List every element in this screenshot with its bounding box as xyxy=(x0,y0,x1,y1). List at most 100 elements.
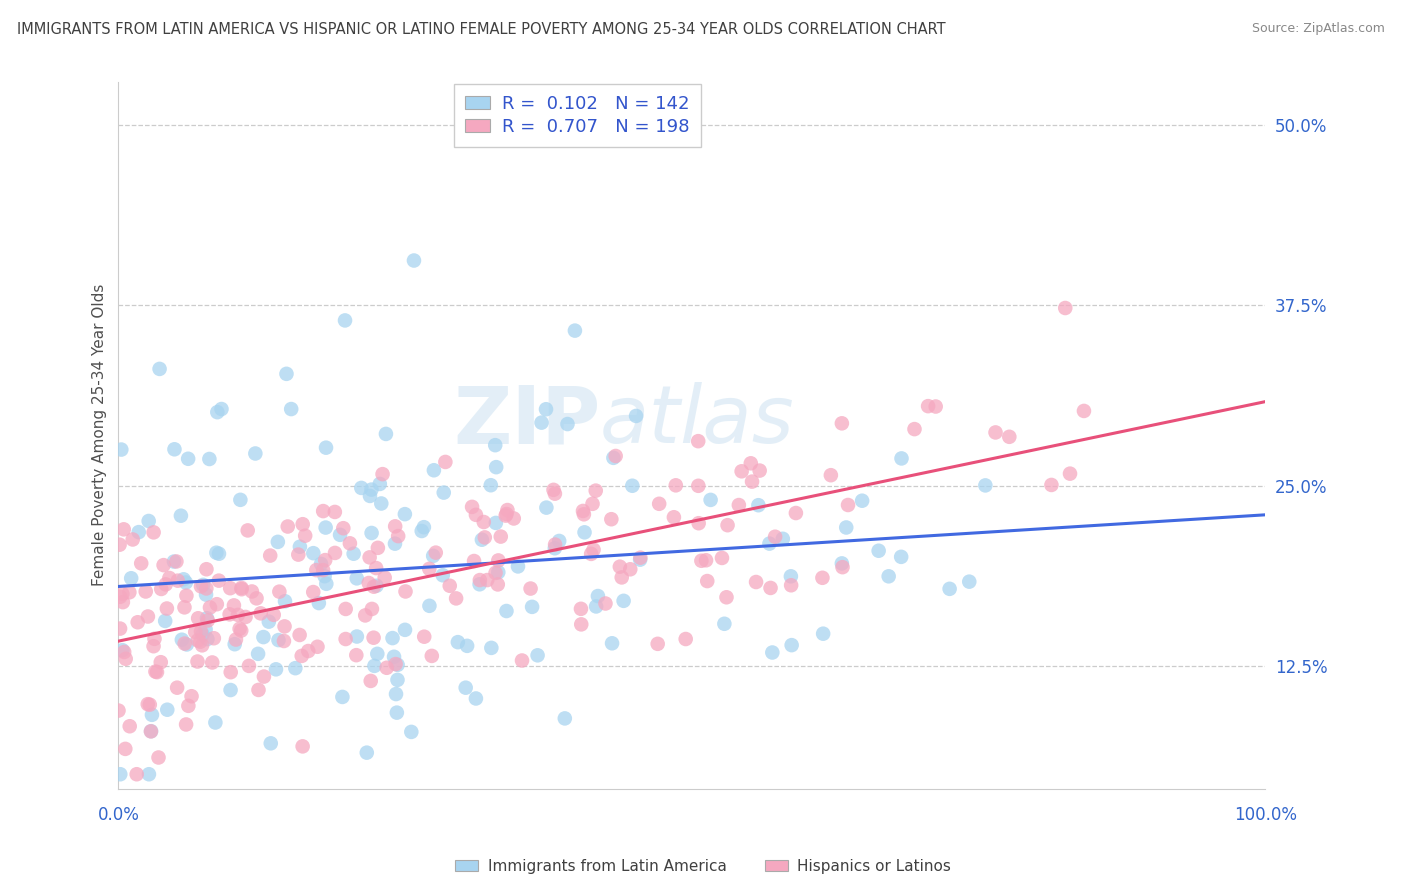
Point xyxy=(647,637,669,651)
Point xyxy=(297,644,319,658)
Point xyxy=(274,594,297,608)
Point xyxy=(219,581,242,595)
Point xyxy=(425,546,447,560)
Text: Source: ZipAtlas.com: Source: ZipAtlas.com xyxy=(1251,22,1385,36)
Point xyxy=(585,483,607,498)
Point xyxy=(1059,467,1081,481)
Point xyxy=(837,498,859,512)
Point xyxy=(382,649,405,664)
Point xyxy=(129,557,152,571)
Point xyxy=(375,661,398,675)
Point xyxy=(479,478,502,492)
Point xyxy=(418,562,440,576)
Point xyxy=(170,632,193,647)
Point xyxy=(191,638,214,652)
Point xyxy=(273,619,295,633)
Point xyxy=(461,500,484,514)
Point xyxy=(385,706,408,720)
Point xyxy=(195,611,218,625)
Point xyxy=(851,493,873,508)
Point xyxy=(510,653,533,667)
Point xyxy=(195,582,218,596)
Point xyxy=(135,584,157,599)
Point xyxy=(370,496,392,510)
Point xyxy=(536,500,558,515)
Point xyxy=(621,479,644,493)
Point xyxy=(208,547,231,561)
Point xyxy=(309,557,332,571)
Point xyxy=(187,633,209,648)
Point xyxy=(188,634,211,648)
Point xyxy=(264,662,287,676)
Point xyxy=(253,669,276,683)
Point xyxy=(434,455,457,469)
Point xyxy=(811,571,834,585)
Point xyxy=(688,479,710,493)
Point xyxy=(173,600,195,615)
Point xyxy=(177,698,200,713)
Point xyxy=(343,547,366,561)
Legend: Immigrants from Latin America, Hispanics or Latinos: Immigrants from Latin America, Hispanics… xyxy=(450,853,956,880)
Point xyxy=(259,549,281,563)
Point xyxy=(245,591,267,606)
Point xyxy=(624,409,647,423)
Point xyxy=(195,588,218,602)
Point xyxy=(868,543,890,558)
Point xyxy=(496,503,519,517)
Point xyxy=(447,635,470,649)
Point xyxy=(163,442,186,457)
Point xyxy=(748,464,770,478)
Point xyxy=(464,691,486,706)
Point xyxy=(371,467,394,482)
Point xyxy=(108,622,131,636)
Point xyxy=(190,624,212,639)
Point xyxy=(543,483,565,497)
Point xyxy=(468,577,491,591)
Point xyxy=(471,533,494,547)
Point xyxy=(229,492,252,507)
Point xyxy=(139,698,162,712)
Point xyxy=(780,569,803,583)
Point xyxy=(1054,301,1077,315)
Point xyxy=(174,717,197,731)
Point xyxy=(628,552,651,566)
Point xyxy=(648,497,671,511)
Point xyxy=(149,655,172,669)
Point xyxy=(195,562,218,576)
Point xyxy=(238,659,260,673)
Point xyxy=(374,426,396,441)
Point xyxy=(219,665,242,680)
Point xyxy=(150,582,173,596)
Point xyxy=(249,607,271,621)
Point xyxy=(307,640,329,654)
Point xyxy=(602,450,624,465)
Point xyxy=(332,690,354,704)
Point xyxy=(585,599,607,614)
Point xyxy=(176,637,198,651)
Point xyxy=(1073,404,1095,418)
Point xyxy=(544,486,567,500)
Point xyxy=(346,571,368,585)
Point xyxy=(394,623,416,637)
Point xyxy=(207,405,229,419)
Point xyxy=(557,417,579,431)
Point xyxy=(366,647,388,661)
Point xyxy=(333,313,356,327)
Point xyxy=(665,478,688,492)
Point xyxy=(218,607,240,622)
Point xyxy=(360,526,382,541)
Point xyxy=(628,550,651,565)
Point xyxy=(831,560,853,574)
Point xyxy=(204,715,226,730)
Point xyxy=(877,569,900,583)
Point xyxy=(998,430,1021,444)
Point xyxy=(225,632,247,647)
Point xyxy=(120,571,142,585)
Point xyxy=(613,594,636,608)
Point xyxy=(335,602,357,616)
Point xyxy=(187,611,209,625)
Point xyxy=(180,690,202,704)
Point xyxy=(273,634,295,648)
Point xyxy=(332,521,354,535)
Point xyxy=(247,647,270,661)
